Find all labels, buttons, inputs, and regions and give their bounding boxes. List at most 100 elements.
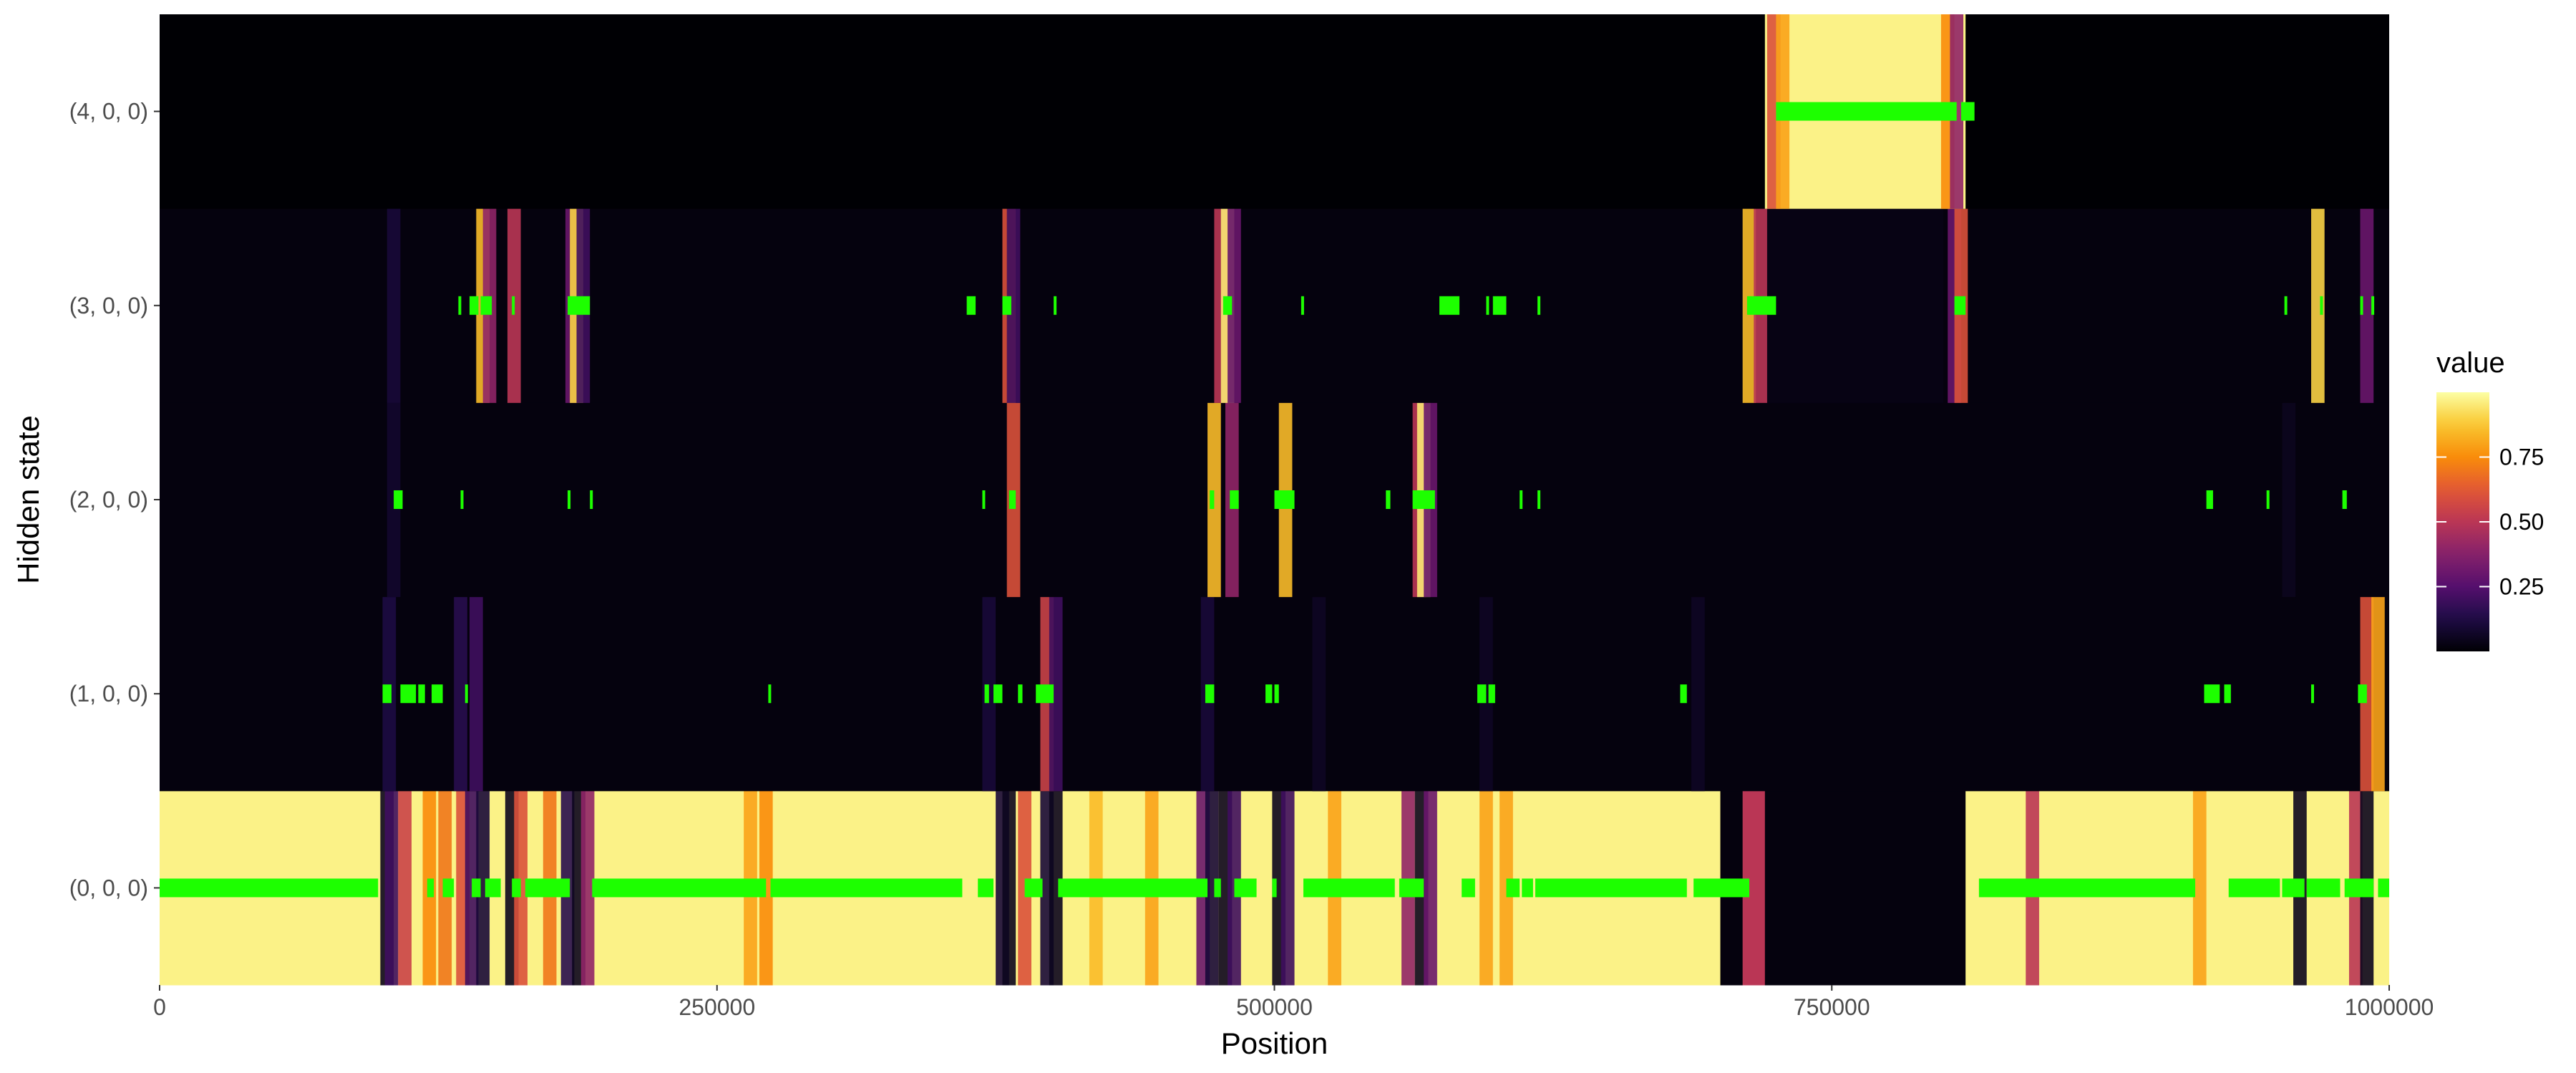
path-segment: [2360, 296, 2363, 315]
heat-band: [1049, 596, 1063, 792]
path-segment: [472, 878, 481, 898]
path-segment: [1399, 878, 1424, 898]
path-segment: [1230, 490, 1239, 509]
path-segment: [1008, 490, 1016, 509]
path-segment: [1522, 878, 1533, 898]
heat-row: [160, 14, 2389, 209]
path-segment: [1272, 878, 1277, 898]
path-segment: [1205, 684, 1215, 704]
path-segment: [1223, 296, 1233, 315]
y-axis-title: Hidden state: [11, 415, 45, 584]
heat-band: [469, 596, 483, 792]
path-segment: [993, 684, 1003, 704]
heat-band: [2360, 208, 2374, 403]
path-segment: [568, 490, 571, 509]
heat-band: [1691, 596, 1705, 792]
path-segment: [460, 490, 464, 509]
path-segment: [1462, 878, 1475, 898]
path-segment: [525, 878, 570, 898]
y-tick-label: (1, 0, 0): [69, 681, 148, 707]
path-segment: [984, 684, 989, 704]
heat-band: [1228, 790, 1241, 986]
path-segment: [1506, 878, 1520, 898]
path-segment: [458, 296, 462, 315]
y-tick-label: (0, 0, 0): [69, 875, 148, 900]
path-segment: [590, 490, 593, 509]
path-segment: [465, 684, 468, 704]
path-segment: [1024, 878, 1043, 898]
path-segment: [1488, 684, 1495, 704]
heat-band: [1479, 790, 1493, 986]
y-tick-label: (2, 0, 0): [69, 487, 148, 513]
path-segment: [394, 490, 403, 509]
path-segment: [1954, 296, 1966, 315]
path-segment: [592, 878, 767, 898]
path-segment: [1520, 490, 1523, 509]
path-segment: [1776, 102, 1957, 121]
path-segment: [1054, 296, 1057, 315]
path-segment: [469, 296, 479, 315]
path-segment: [2358, 684, 2367, 704]
path-segment: [2282, 878, 2305, 898]
path-segment: [1058, 878, 1208, 898]
path-segment: [1680, 684, 1687, 704]
heat-band: [1006, 208, 1021, 403]
path-segment: [1960, 102, 1975, 121]
heat-band: [387, 208, 401, 403]
heat-band: [1002, 790, 1016, 986]
path-segment: [2342, 490, 2347, 509]
path-segment: [382, 684, 392, 704]
path-segment: [1537, 490, 1541, 509]
heat-band: [384, 790, 399, 986]
path-segment: [400, 684, 417, 704]
heat-row: [160, 208, 2389, 403]
path-segment: [1537, 296, 1541, 315]
path-segment: [768, 684, 772, 704]
path-segment: [442, 878, 455, 898]
y-tick-label: (3, 0, 0): [69, 293, 148, 319]
path-segment: [1214, 878, 1221, 898]
x-tick-label: 500000: [1236, 994, 1313, 1020]
path-segment: [770, 878, 963, 898]
path-segment: [2310, 684, 2314, 704]
path-segment: [432, 684, 443, 704]
y-tick-label: (4, 0, 0): [69, 99, 148, 125]
legend-tick-label: 0.75: [2499, 445, 2544, 470]
heat-band: [1228, 208, 1241, 403]
decoded-path-layer: [160, 102, 2389, 898]
heat-band: [1424, 790, 1437, 986]
path-segment: [1693, 878, 1749, 898]
heat-band: [476, 790, 490, 986]
path-segment: [512, 878, 521, 898]
legend-title: value: [2436, 347, 2505, 379]
path-segment: [2206, 490, 2213, 509]
path-segment: [1036, 684, 1054, 704]
heat-band: [2282, 402, 2296, 598]
path-segment: [1274, 684, 1279, 704]
legend-tick-label: 0.25: [2499, 574, 2544, 600]
x-axis-title: Position: [1221, 1026, 1328, 1060]
path-segment: [2344, 878, 2374, 898]
heat-band: [1312, 596, 1326, 792]
heat-band: [2310, 208, 2325, 403]
path-segment: [1386, 490, 1391, 509]
path-segment: [2371, 296, 2375, 315]
path-segment: [2320, 296, 2323, 315]
x-tick-label: 1000000: [2345, 994, 2434, 1020]
heat-band: [580, 790, 595, 986]
path-segment: [1535, 878, 1687, 898]
path-segment: [1018, 684, 1023, 704]
path-segment: [1265, 684, 1273, 704]
heat-band: [387, 402, 401, 598]
path-segment: [2306, 878, 2341, 898]
path-segment: [982, 490, 986, 509]
path-segment: [1486, 296, 1489, 315]
heat-band: [1205, 790, 1219, 986]
path-segment: [1234, 878, 1257, 898]
x-tick-label: 0: [153, 994, 166, 1020]
path-segment: [2378, 878, 2389, 898]
heat-block: [1754, 208, 1943, 403]
path-segment: [1002, 296, 1011, 315]
